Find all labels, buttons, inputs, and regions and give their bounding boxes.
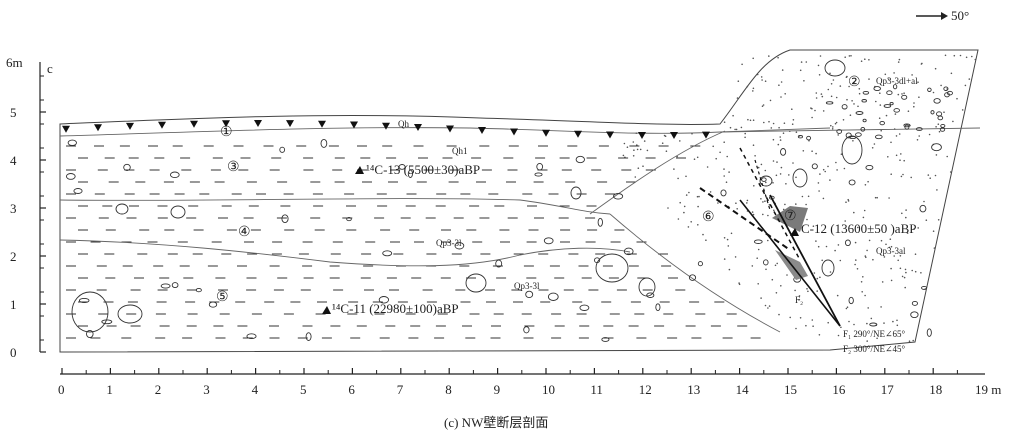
pebbles xyxy=(65,59,953,342)
layer-labels: ① Qh ② Qp3-3dl+al ③ Qh1 ④ Qp3-3l ⑤ Qp3-3… xyxy=(216,75,918,305)
fault-f2-label: F₂ xyxy=(795,295,803,305)
x-tick-label: 7 xyxy=(397,382,404,397)
fault-wedge-upper xyxy=(772,206,808,232)
y-tick-label: 4 xyxy=(10,153,17,168)
fault-f1-attitude: F₁ 290°/NE∠65° xyxy=(843,329,906,339)
radiocarbon-dates: ¹⁴C-13 (5500±30)aBP C-12 (13600±50 )aBP … xyxy=(322,162,916,316)
fault-dash-2 xyxy=(739,147,801,261)
north-arrow: 50° xyxy=(916,8,969,23)
layer-5-code: Qp3-3l xyxy=(514,281,540,291)
x-tick-label: 8 xyxy=(445,382,452,397)
y-tick-label: 1 xyxy=(10,297,17,312)
x-tick-label: 3 xyxy=(203,382,210,397)
figure-caption: (c) NW壁断层剖面 xyxy=(444,415,548,430)
layer-7-number: ⑦ xyxy=(784,209,797,224)
layer-3-code: Qh1 xyxy=(452,146,468,156)
date-c12: C-12 (13600±50 )aBP xyxy=(801,221,916,236)
layer-2-number: ② xyxy=(848,75,861,90)
soil-markers xyxy=(62,120,710,139)
layer-3-number: ③ xyxy=(227,160,240,175)
y-tick-label: 2 xyxy=(10,249,17,264)
y-axis-unit: 6m xyxy=(6,55,23,70)
layer-4-number: ④ xyxy=(238,225,251,240)
x-tick-label: 9 xyxy=(494,382,501,397)
x-tick-label: 5 xyxy=(300,382,307,397)
north-arrow-label: 50° xyxy=(951,8,969,23)
fault-dash-3 xyxy=(754,159,771,211)
x-tick-label: 12 xyxy=(639,382,652,397)
x-tick-label: 16 xyxy=(832,382,846,397)
layer-1-number: ① xyxy=(220,125,233,140)
x-tick-label: 6 xyxy=(348,382,355,397)
x-tick-label: 18 xyxy=(929,382,942,397)
y-tick-label: 5 xyxy=(10,105,17,120)
x-tick-label: 15 xyxy=(784,382,797,397)
x-axis: 19 m xyxy=(60,373,1001,397)
section-outline xyxy=(59,49,979,353)
layer-1-code: Qh xyxy=(398,119,409,129)
dotted-fill xyxy=(622,54,977,343)
fault-f2-attitude: F₂ 300°/NE∠45° xyxy=(843,344,906,354)
date-c11: ¹⁴C-11 (22980±100)aBP xyxy=(332,301,459,316)
fault-labels: F₂ F₁ 290°/NE∠65° F₂ 300°/NE∠45° xyxy=(795,295,906,354)
layer-7-code: Qp3-3al xyxy=(876,246,906,256)
dash-fill xyxy=(66,145,761,339)
y-tick-label: 0 xyxy=(10,345,17,360)
x-tick-label: 11 xyxy=(590,382,603,397)
fault-f1 xyxy=(769,194,841,327)
layer-4-code: Qp3-3l xyxy=(436,238,462,248)
x-tick-label: 14 xyxy=(736,382,750,397)
fault-dash-1 xyxy=(699,187,791,251)
fault-f2 xyxy=(739,199,841,327)
x-tick-label: 17 xyxy=(881,382,895,397)
y-corner-label: c xyxy=(47,61,53,76)
x-tick-label: 1 xyxy=(106,382,113,397)
x-tick-label: 0 xyxy=(58,382,65,397)
layer-5-number: ⑤ xyxy=(216,290,229,305)
faults xyxy=(699,147,841,327)
layer-2-code: Qp3-3dl+al xyxy=(876,76,918,86)
x-axis-unit: 19 m xyxy=(975,382,1001,397)
x-tick-label: 4 xyxy=(252,382,259,397)
x-tick-label: 10 xyxy=(542,382,555,397)
layer-6-number: ⑥ xyxy=(702,210,715,225)
date-c13: ¹⁴C-13 (5500±30)aBP xyxy=(366,162,480,177)
x-tick-label: 2 xyxy=(155,382,162,397)
x-tick-label: 13 xyxy=(687,382,700,397)
y-tick-label: 3 xyxy=(10,201,17,216)
